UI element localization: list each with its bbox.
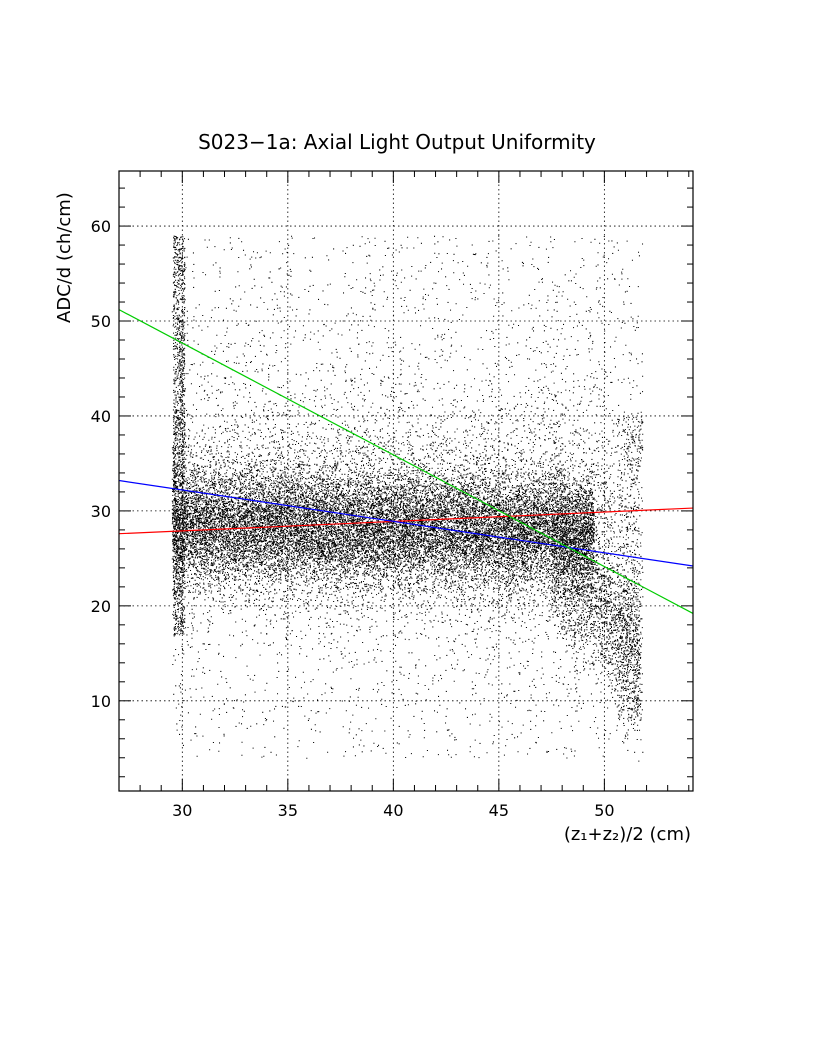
- scatter-points-layer: [171, 235, 644, 762]
- chart-title: S023−1a: Axial Light Output Uniformity: [198, 130, 596, 154]
- fit-line-3: [118, 309, 694, 614]
- fit-line-2: [118, 479, 694, 567]
- fit-lines-layer: [118, 309, 694, 614]
- y-tick-label: 60: [91, 217, 111, 236]
- x-tick-label: 50: [594, 801, 614, 820]
- x-tick-label: 35: [278, 801, 298, 820]
- x-tick-label: 45: [489, 801, 509, 820]
- x-axis-label: (z₁+z₂)/2 (cm): [564, 824, 691, 845]
- y-tick-label: 20: [91, 597, 111, 616]
- x-tick-label: 30: [172, 801, 192, 820]
- x-tick-label: 40: [383, 801, 403, 820]
- y-axis-label: ADC/d (ch/cm): [54, 192, 75, 323]
- y-tick-label: 30: [91, 502, 111, 521]
- grid-lines: [119, 171, 693, 791]
- axis-tick-labels: 30 35 40 45 50 10 20 30 40 50 60: [91, 217, 615, 820]
- y-tick-label: 10: [91, 692, 111, 711]
- axis-ticks: [118, 171, 693, 791]
- fit-line-1: [118, 507, 694, 535]
- scatter-points: [171, 235, 644, 762]
- y-tick-label: 40: [91, 407, 111, 426]
- plot-frame: [118, 170, 694, 792]
- y-tick-label: 50: [91, 312, 111, 331]
